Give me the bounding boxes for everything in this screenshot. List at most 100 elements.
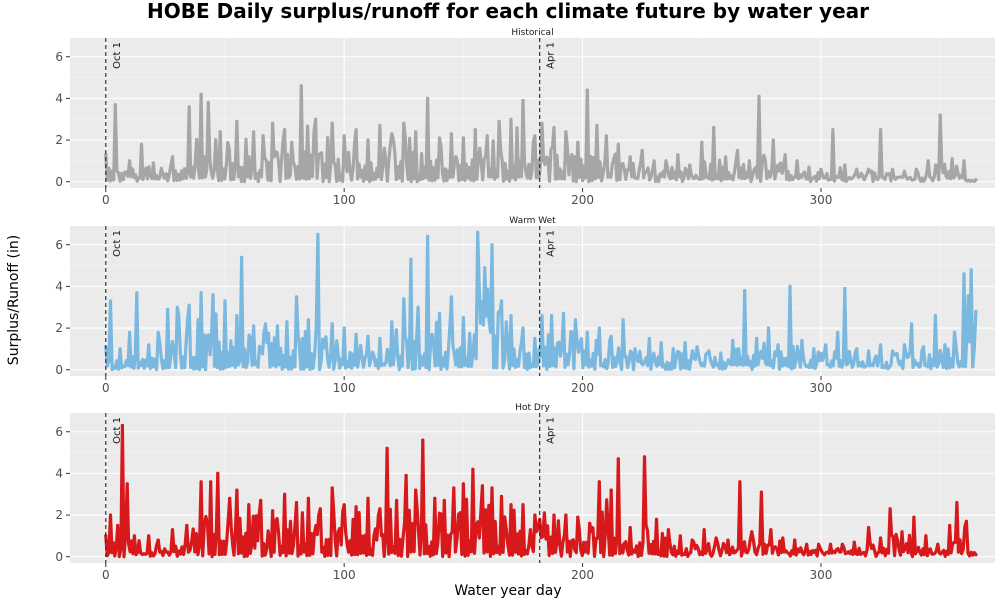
x-tick-label: 100: [333, 193, 356, 207]
reference-line-label: Apr 1: [546, 230, 557, 257]
data-point: [175, 305, 179, 309]
data-point: [271, 121, 275, 125]
data-point: [378, 507, 382, 511]
data-point: [974, 309, 978, 313]
data-point: [776, 343, 780, 347]
data-point: [128, 159, 132, 163]
data-point: [139, 142, 144, 146]
data-point: [485, 134, 489, 138]
data-point: [473, 128, 477, 132]
y-tick-label: 0: [55, 175, 63, 189]
data-point: [461, 136, 465, 140]
data-point: [609, 334, 613, 338]
data-point: [330, 486, 334, 490]
data-point: [354, 128, 358, 132]
data-point: [314, 117, 318, 121]
data-point: [769, 528, 773, 532]
data-point: [912, 515, 916, 519]
data-point: [840, 542, 845, 546]
data-point: [902, 343, 907, 347]
data-point: [974, 178, 978, 182]
data-point: [452, 486, 456, 490]
data-point: [318, 507, 322, 511]
x-tick-label: 200: [571, 568, 594, 582]
data-point: [342, 503, 346, 507]
x-tick-label: 300: [810, 568, 833, 582]
data-point: [879, 343, 883, 347]
data-point: [652, 159, 656, 163]
data-point: [216, 471, 220, 475]
reference-line-label: Apr 1: [546, 417, 557, 444]
data-point: [902, 169, 907, 173]
data-point: [781, 536, 785, 540]
data-point: [890, 167, 895, 171]
series-line: [104, 230, 978, 372]
data-point: [366, 138, 370, 142]
data-point: [969, 268, 973, 272]
data-point: [807, 165, 811, 169]
data-point: [690, 538, 694, 542]
data-point: [743, 289, 747, 293]
data-point: [235, 119, 239, 123]
panel-strip-label: Historical: [511, 28, 553, 38]
data-point: [666, 528, 671, 532]
data-point: [642, 455, 647, 459]
data-point: [433, 496, 437, 500]
data-point: [366, 334, 370, 338]
x-axis-title: Water year day: [454, 583, 561, 599]
data-point: [206, 101, 210, 105]
data-point: [390, 132, 394, 136]
data-point: [828, 542, 833, 546]
data-point: [552, 513, 556, 517]
reference-line-label: Oct 1: [112, 42, 123, 69]
data-point: [471, 467, 475, 471]
data-point: [831, 128, 835, 132]
data-point: [900, 530, 904, 534]
data-point: [867, 167, 871, 171]
data-point: [695, 345, 699, 349]
data-point: [414, 130, 418, 134]
data-point: [170, 155, 175, 159]
reference-line-label: Oct 1: [112, 230, 123, 257]
data-point: [104, 153, 108, 157]
reference-line-label: Oct 1: [112, 417, 123, 444]
data-point: [521, 326, 525, 330]
data-point: [283, 492, 287, 496]
data-point: [793, 538, 797, 542]
data-point: [342, 326, 346, 330]
data-point: [719, 351, 723, 355]
data-point: [950, 157, 954, 161]
data-point: [683, 341, 687, 345]
data-point: [113, 103, 117, 107]
data-point: [609, 488, 613, 492]
panel-strip-label: Hot Dry: [515, 403, 550, 413]
data-point: [228, 496, 232, 500]
data-point: [247, 503, 251, 507]
data-point: [509, 314, 513, 318]
reference-line-label: Apr 1: [546, 42, 557, 69]
data-point: [476, 230, 480, 234]
x-tick-label: 0: [102, 193, 110, 207]
data-point: [170, 528, 175, 532]
data-point: [120, 423, 124, 428]
data-point: [576, 140, 580, 144]
data-point: [542, 511, 547, 515]
data-point: [521, 503, 525, 507]
data-point: [414, 488, 418, 492]
data-point: [955, 501, 959, 505]
x-tick-label: 100: [333, 568, 356, 582]
data-point: [747, 159, 752, 163]
data-point: [771, 138, 775, 142]
data-point: [573, 318, 578, 322]
panel-hot-dry: Hot Dry 0 100 200 300 0 2 4 6 Oct 1 Apr 1: [55, 403, 995, 582]
data-point: [962, 272, 966, 276]
data-point: [914, 167, 918, 171]
data-point: [948, 523, 952, 528]
data-point: [888, 507, 892, 511]
data-point: [812, 347, 816, 351]
data-point: [402, 121, 406, 125]
data-point: [108, 299, 113, 303]
data-point: [499, 494, 504, 498]
data-point: [533, 134, 537, 138]
